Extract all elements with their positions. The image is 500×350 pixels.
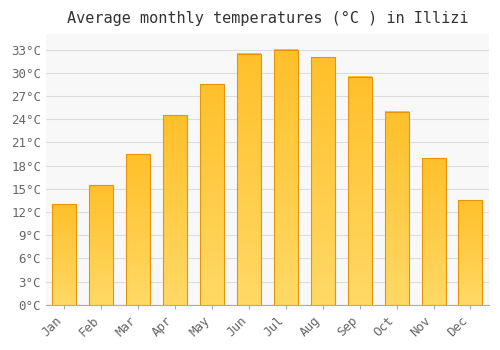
Bar — [126, 154, 150, 305]
Bar — [348, 77, 372, 305]
Bar — [384, 112, 408, 305]
Title: Average monthly temperatures (°C ) in Illizi: Average monthly temperatures (°C ) in Il… — [66, 11, 468, 26]
Bar — [163, 116, 187, 305]
Bar — [422, 158, 446, 305]
Bar — [274, 50, 298, 305]
Bar — [52, 204, 76, 305]
Bar — [237, 54, 261, 305]
Bar — [458, 201, 482, 305]
Bar — [311, 57, 335, 305]
Bar — [90, 185, 114, 305]
Bar — [200, 84, 224, 305]
